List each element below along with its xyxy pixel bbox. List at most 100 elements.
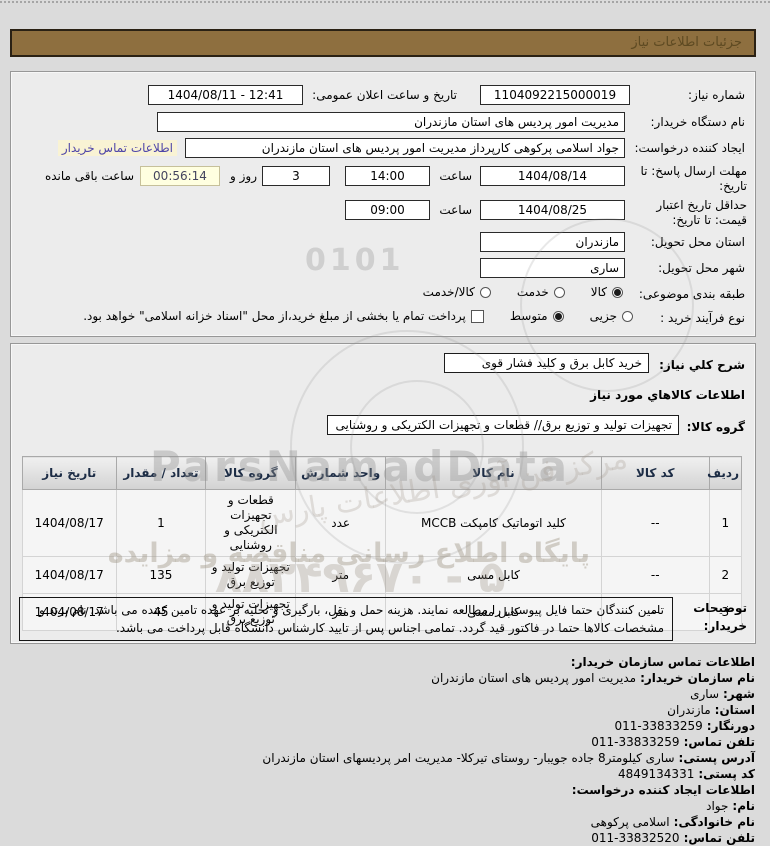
delivery-province-input[interactable] [480, 232, 625, 252]
requester-phone-label: تلفن تماس: [683, 831, 755, 845]
treasury-checkbox-icon[interactable] [470, 309, 484, 323]
process-option-medium-label: متوسط [509, 309, 548, 323]
buyer-org-contact-heading: اطلاعات تماس سازمان خریدار: [570, 655, 755, 669]
deadline-time-input[interactable] [345, 166, 430, 186]
cell-item-code: -- [600, 556, 710, 594]
radio-goods-service-icon[interactable] [479, 286, 491, 298]
table-row: 1 -- کلید اتوماتیک کامپکت MCCB عدد قطعات… [22, 489, 743, 557]
treasury-payment-option[interactable]: پرداخت تمام یا بخشی از مبلغ خرید،از محل … [83, 309, 484, 323]
contact-info-section: اطلاعات تماس سازمان خریدار: نام سازمان خ… [10, 654, 755, 846]
need-info-panel: شماره نیاز: تاریخ و ساعت اعلان عمومی: نا… [10, 71, 756, 337]
cell-item-code: -- [600, 489, 710, 557]
cell-unit: عدد [295, 489, 387, 557]
items-table-header-row: ردیف کد کالا نام کالا واحد شمارش گروه کا… [22, 456, 743, 490]
category-option-goods[interactable]: کالا [591, 285, 623, 299]
buyer-notes-label-line1: توضیحات [693, 601, 747, 615]
announce-datetime-input[interactable] [148, 85, 303, 105]
contact-line-fax: دورنگار:33833259-011 [10, 718, 755, 734]
city-value: ساری [690, 687, 719, 701]
buyer-notes-text: تامین کنندگان حتما فایل پیوستی را مطالعه… [19, 597, 673, 641]
requester-input[interactable] [185, 138, 625, 158]
category-option-service[interactable]: خدمت [517, 285, 565, 299]
cell-need-date: 1404/08/17 [22, 489, 117, 557]
province-value: مازندران [667, 703, 711, 717]
price-validity-label: حداقل تاریخ اعتبار قیمت: تا تاریخ: [656, 198, 747, 227]
col-row-number: ردیف [707, 456, 743, 490]
process-option-medium[interactable]: متوسط [510, 309, 564, 323]
delivery-city-label: شهر محل تحویل: [658, 261, 745, 275]
buyer-org-input[interactable] [157, 112, 625, 132]
buyer-contact-link[interactable]: اطلاعات تماس خریدار [57, 140, 177, 156]
city-label: شهر: [723, 687, 755, 701]
first-name-value: جواد [706, 799, 729, 813]
items-section-heading: اطلاعات کالاهاي مورد نیاز [590, 388, 745, 402]
requester-phone-value: 33832520-011 [591, 831, 680, 845]
cell-group: تجهیزات تولید و توزیع برق [205, 556, 297, 594]
fax-value: 33833259-011 [614, 719, 703, 733]
first-name-label: نام: [732, 799, 755, 813]
need-description-value: خرید کابل برق و کلید فشار قوی [444, 353, 649, 373]
validity-time-input[interactable] [345, 200, 430, 220]
radio-minor-icon[interactable] [622, 310, 633, 322]
delivery-city-input[interactable] [480, 258, 625, 278]
cell-row-number: 1 [708, 489, 743, 557]
items-table: ردیف کد کالا نام کالا واحد شمارش گروه کا… [22, 456, 743, 631]
col-item-name: نام کالا [385, 456, 602, 490]
cell-item-name: کابل مسی [385, 556, 602, 594]
contact-line-requester-phone: تلفن تماس:33832520-011 [10, 830, 755, 846]
cell-group: تجهیزات تولید و توزیع برق [205, 593, 297, 631]
category-option-goods-label: کالا [590, 285, 607, 299]
last-name-value: اسلامی پرکوهی [590, 815, 670, 829]
category-option-goods-service[interactable]: کالا/خدمت [423, 285, 491, 299]
org-name-value: مدیریت امور پردیس های استان مازندران [431, 671, 637, 685]
phone-label: تلفن تماس: [683, 735, 755, 749]
address-value: ساری کیلومتر8 جاده جویبار- روستای تیرکلا… [262, 751, 675, 765]
need-number-input[interactable] [480, 85, 630, 105]
need-number-label: شماره نیاز: [688, 88, 745, 102]
table-row: 2 -- کابل مسی متر تجهیزات تولید و توزیع … [22, 556, 743, 594]
need-description-label: شرح کلي نیاز: [659, 358, 745, 372]
cell-group: قطعات و تجهیزات الکتریکی و روشنایی [205, 489, 297, 557]
treasury-checkbox-label: پرداخت تمام یا بخشی از مبلغ خرید،از محل … [83, 309, 466, 323]
process-type-label: نوع فرآیند خرید : [660, 311, 745, 325]
col-unit: واحد شمارش [295, 456, 387, 490]
postal-code-value: 4849134331 [617, 767, 695, 781]
cell-unit: متر [295, 593, 387, 631]
deadline-days-input[interactable] [262, 166, 330, 186]
radio-service-icon[interactable] [553, 286, 565, 298]
cell-row-number: 3 [708, 593, 743, 631]
buyer-notes-label-line2: خریدار: [703, 619, 747, 633]
contact-line-phone: تلفن تماس:33833259-011 [10, 734, 755, 750]
category-options: کالا خدمت کالا/خدمت [423, 285, 623, 299]
contact-line-city: شهر: ساری [10, 686, 755, 702]
time-remaining-label: ساعت باقی مانده [44, 169, 134, 183]
cell-item-code: -- [600, 593, 710, 631]
address-label: آدرس پستی: [678, 751, 755, 765]
validity-hour-label: ساعت [439, 203, 472, 217]
validity-date-input[interactable] [480, 200, 625, 220]
announce-datetime-label: تاریخ و ساعت اعلان عمومی: [312, 88, 457, 102]
process-option-minor-label: جزیی [589, 309, 617, 323]
last-name-label: نام خانوادگی: [673, 815, 755, 829]
fax-label: دورنگار: [706, 719, 755, 733]
process-option-minor[interactable]: جزیی [590, 309, 633, 323]
col-item-code: کد کالا [600, 456, 710, 490]
deadline-label: مهلت ارسال پاسخ: تا تاریخ: [640, 164, 747, 193]
category-label: طبقه بندی موضوعی: [638, 287, 745, 301]
col-quantity: تعداد / مقدار [115, 456, 207, 490]
cell-row-number: 2 [708, 556, 743, 594]
contact-line-first-name: نام:جواد [10, 798, 755, 814]
deadline-date-input[interactable] [480, 166, 625, 186]
col-need-date: تاریخ نیاز [22, 456, 117, 490]
buyer-org-label: نام دستگاه خریدار: [650, 115, 746, 129]
province-label: استان: [714, 703, 755, 717]
buyer-notes-label: توضیحات خریدار: [677, 599, 747, 635]
cell-quantity: 135 [115, 556, 207, 594]
requester-label: ایجاد کننده درخواست: [634, 141, 745, 155]
radio-medium-icon[interactable] [552, 310, 564, 322]
goods-group-label: گروه کالا: [686, 420, 745, 434]
radio-goods-icon[interactable] [612, 286, 623, 298]
cell-unit: متر [295, 556, 387, 594]
table-row: 3 -- کابل مسی متر تجهیزات تولید و توزیع … [22, 593, 743, 631]
